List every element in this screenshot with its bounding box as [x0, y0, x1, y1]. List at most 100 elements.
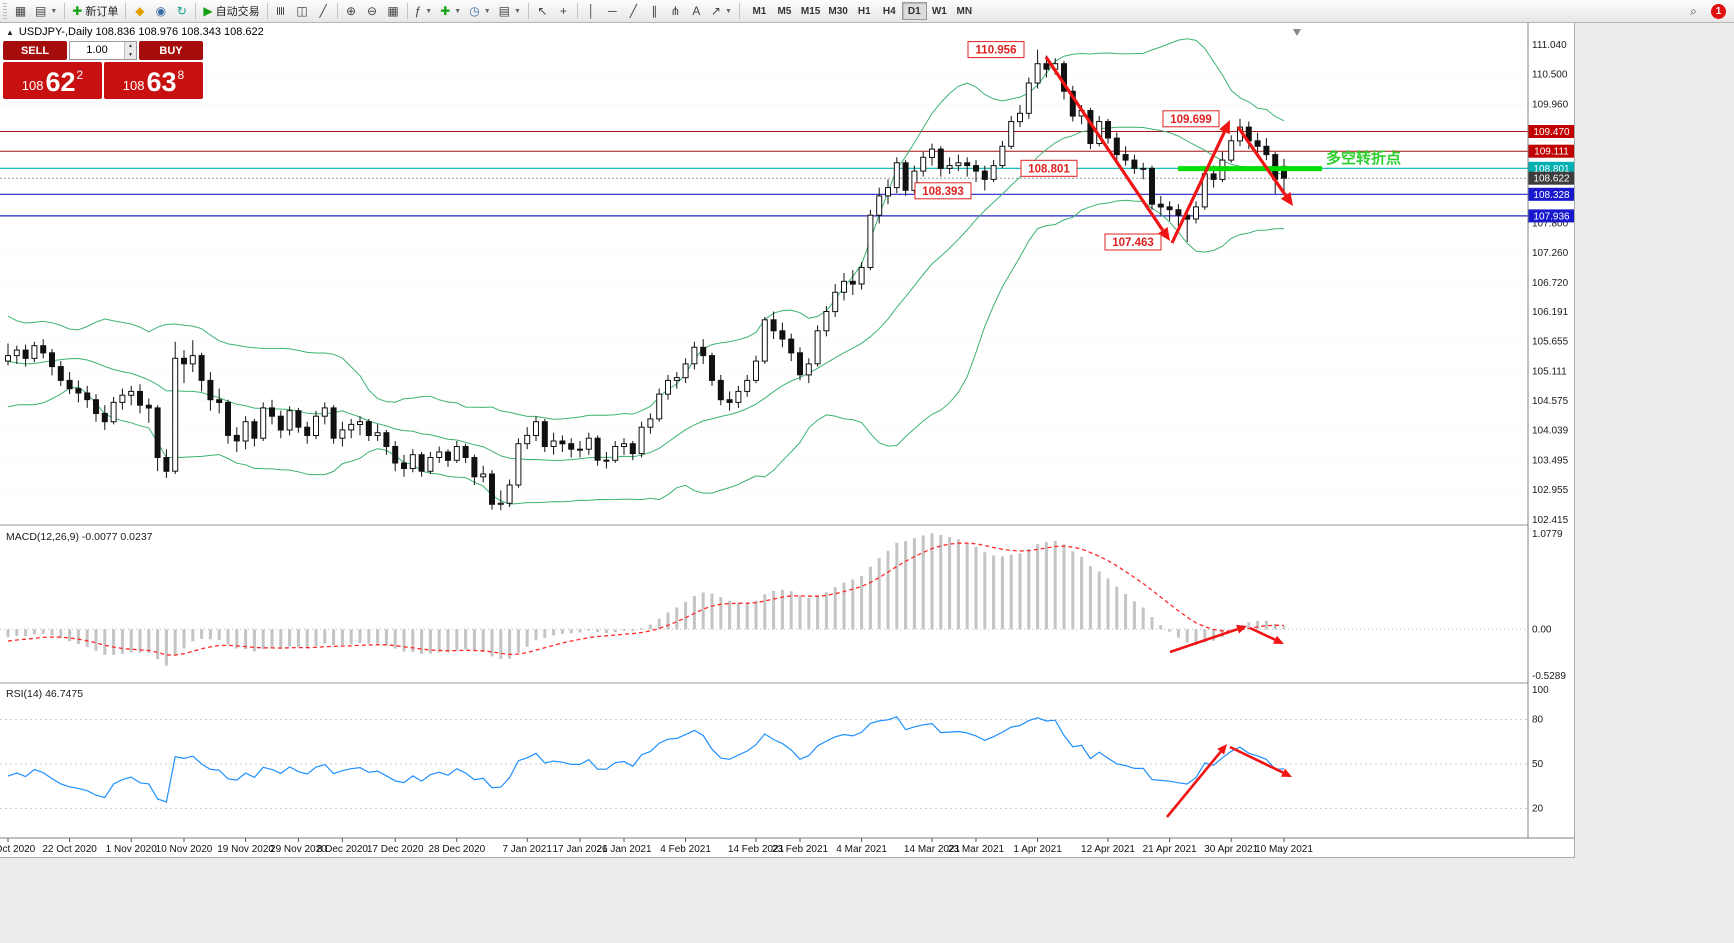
fibonacci-button[interactable]: ⋔ — [665, 1, 686, 21]
market-watch-icon: ◉ — [155, 4, 167, 18]
vertical-line-button[interactable]: │ — [581, 1, 602, 21]
symbols-button[interactable]: ◆ — [129, 1, 150, 21]
sell-price-button[interactable]: 108 62 2 — [3, 62, 102, 99]
svg-text:105.111: 105.111 — [1532, 367, 1567, 378]
arrows-tool-caret-icon: ▼ — [724, 7, 732, 15]
price-level-labels[interactable]: 110.956 109.699 108.801 108.393 107.463 — [914, 41, 1220, 251]
pivot-annotation-text[interactable]: 多空转折点 — [1326, 149, 1401, 167]
svg-text:100: 100 — [1532, 685, 1549, 696]
horizontal-line-button[interactable]: ─ — [602, 1, 623, 21]
new-order-button[interactable]: ✚ 新订单 — [68, 1, 122, 21]
chart-shift-marker[interactable] — [1293, 29, 1301, 36]
arrows-tool-icon: ↗ — [710, 4, 721, 18]
svg-text:107.800: 107.800 — [1532, 218, 1569, 229]
svg-text:28 Dec 2020: 28 Dec 2020 — [428, 844, 485, 855]
volume-down-icon[interactable]: ▼ — [125, 50, 136, 59]
svg-text:104.039: 104.039 — [1532, 426, 1569, 437]
market-watch-button[interactable]: ◉ — [150, 1, 171, 21]
volume-value[interactable]: 1.00 — [86, 44, 108, 56]
timeframe-mn-button[interactable]: MN — [952, 2, 977, 20]
timeframe-m15-button[interactable]: M15 — [797, 2, 824, 20]
bollinger-bands — [7, 38, 1285, 505]
templates-icon: ▤ — [498, 4, 510, 18]
svg-text:109.470: 109.470 — [1533, 127, 1570, 138]
collapse-trade-panel-icon[interactable]: ▲ — [6, 27, 14, 37]
svg-text:108.801: 108.801 — [1533, 164, 1570, 175]
svg-text:108.801: 108.801 — [1028, 163, 1070, 175]
arrows-tool-button[interactable]: ↗ ▼ — [707, 1, 736, 21]
price-axis[interactable]: 111.040 110.500 109.960 107.800 107.260 106.7… — [1532, 40, 1569, 814]
macd-indicator-label: MACD(12,26,9) -0.0077 0.0237 — [6, 531, 153, 543]
new-order-icon: ✚ — [72, 4, 83, 18]
profiles-button[interactable]: ▤ ▼ — [31, 1, 61, 21]
volume-stepper[interactable]: 1.00 ▲ ▼ — [69, 41, 137, 60]
toolbar-right: ⌕ 1 — [1683, 1, 1731, 21]
crosshair-icon: + — [559, 4, 567, 18]
equidistant-channel-button[interactable]: ∥ — [644, 1, 665, 21]
svg-text:50: 50 — [1532, 759, 1544, 770]
new-chart-button[interactable]: ▦ — [10, 1, 31, 21]
timeframe-h4-button[interactable]: H4 — [877, 2, 902, 20]
candlestick-chart-button[interactable]: ◫ — [292, 1, 313, 21]
crosshair-button[interactable]: + — [553, 1, 574, 21]
search-icon: ⌕ — [1690, 4, 1697, 18]
zoom-out-button[interactable]: ⊖ — [362, 1, 383, 21]
indicators-button[interactable]: ƒ ▼ — [411, 1, 437, 21]
svg-text:102.955: 102.955 — [1532, 485, 1569, 496]
cursor-button[interactable]: ↖ — [532, 1, 553, 21]
zoom-in-icon: ⊕ — [346, 4, 357, 18]
timeframe-w1-button[interactable]: W1 — [927, 2, 952, 20]
svg-text:14 Feb 2021: 14 Feb 2021 — [728, 844, 785, 855]
buy-price-base: 108 — [122, 78, 145, 93]
svg-text:1 Apr 2021: 1 Apr 2021 — [1013, 844, 1062, 855]
timeframe-m30-button[interactable]: M30 — [824, 2, 851, 20]
svg-text:23 Feb 2021: 23 Feb 2021 — [772, 844, 829, 855]
sell-button[interactable]: SELL — [3, 41, 67, 60]
periods-button[interactable]: ◷ ▼ — [465, 1, 494, 21]
toolbar-grip[interactable] — [3, 3, 7, 19]
candlesticks — [5, 49, 1287, 511]
search-button[interactable]: ⌕ — [1683, 1, 1704, 21]
volume-up-icon[interactable]: ▲ — [125, 42, 136, 51]
svg-text:26 Jan 2021: 26 Jan 2021 — [596, 844, 651, 855]
macd-arrows[interactable] — [1169, 624, 1284, 654]
price-chart-canvas[interactable]: 多空转折点 110.956 109.699 108.801 108.393 107.463… — [0, 23, 1575, 858]
bar-chart-button[interactable]: ≣ — [271, 1, 292, 21]
timeframe-m5-button[interactable]: M5 — [772, 2, 797, 20]
svg-text:17 Jan 2021: 17 Jan 2021 — [552, 844, 607, 855]
svg-text:10 Nov 2020: 10 Nov 2020 — [156, 844, 213, 855]
toolbar-separator — [125, 3, 127, 19]
toolbar-groups: ▦ ▤ ▼ ✚ 新订单 ◆ ◉ ↻ ▶ 自动交易 ≣ ◫ ╱ ⊕ ⊖ ▦ ƒ ▼ ✚ ▼ ◷ ▼ ▤ ▼ ↖ + │ ─ ╱ ∥ ⋔ A ↗ ▼ — [10, 1, 736, 21]
autotrading-button[interactable]: ▶ 自动交易 — [199, 1, 263, 21]
new-order-label: 新订单 — [85, 6, 119, 18]
timeframe-h1-button[interactable]: H1 — [852, 2, 877, 20]
svg-text:107.260: 107.260 — [1532, 248, 1569, 259]
buy-price-button[interactable]: 108 63 8 — [104, 62, 203, 99]
zoom-in-button[interactable]: ⊕ — [341, 1, 362, 21]
text-label-button[interactable]: A — [686, 1, 707, 21]
line-chart-button[interactable]: ╱ — [313, 1, 334, 21]
macd-signal-line — [7, 542, 1285, 656]
svg-text:20: 20 — [1532, 803, 1544, 814]
svg-text:108.328: 108.328 — [1533, 190, 1570, 201]
buy-button[interactable]: BUY — [139, 41, 203, 60]
svg-text:106.720: 106.720 — [1532, 278, 1569, 289]
trend-arrows[interactable] — [1044, 56, 1293, 244]
rsi-arrows[interactable] — [1165, 744, 1292, 818]
templates-button[interactable]: ▤ ▼ — [495, 1, 525, 21]
svg-text:14 Mar 2021: 14 Mar 2021 — [904, 844, 961, 855]
add-indicator-button[interactable]: ✚ ▼ — [436, 1, 465, 21]
panel-splitters[interactable] — [0, 524, 1575, 685]
timeframe-m1-button[interactable]: M1 — [747, 2, 772, 20]
macd-histogram — [6, 533, 1286, 666]
metaeditor-button[interactable]: ↻ — [171, 1, 192, 21]
rsi-line — [7, 716, 1285, 803]
trend-line-button[interactable]: ╱ — [623, 1, 644, 21]
svg-text:111.040: 111.040 — [1532, 40, 1567, 51]
timeframe-d1-button[interactable]: D1 — [901, 2, 927, 20]
notification-badge[interactable]: 1 — [1711, 3, 1726, 19]
tile-windows-button[interactable]: ▦ — [383, 1, 404, 21]
svg-text:109.699: 109.699 — [1170, 114, 1212, 126]
